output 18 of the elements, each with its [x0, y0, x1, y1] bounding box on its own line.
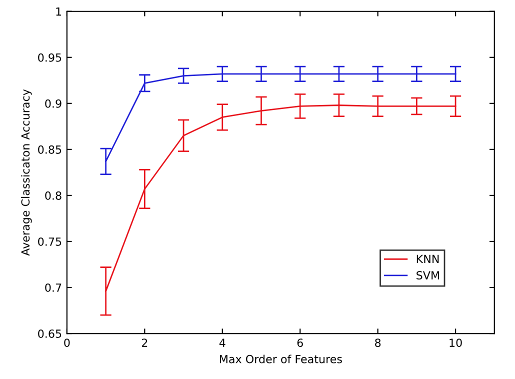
legend-label: KNN: [416, 254, 439, 264]
y-tick-label: 0.95: [38, 53, 62, 62]
x-tick-label: 2: [142, 338, 148, 347]
y-tick-label: 0.75: [38, 237, 62, 246]
y-axis-title: Average Classicaton Accuracy: [21, 89, 32, 256]
x-tick-label: 6: [297, 338, 303, 347]
x-tick-label: 8: [375, 338, 381, 347]
x-tick-label: 10: [450, 338, 462, 347]
x-axis-title: Max Order of Features: [220, 354, 342, 364]
x-tick-label: 4: [219, 338, 226, 347]
y-tick-label: 0.8: [45, 191, 62, 200]
y-tick-label: 0.7: [45, 283, 62, 292]
y-tick-label: 0.85: [38, 145, 62, 154]
legend-label: SVM: [416, 271, 439, 280]
y-tick-label: 1: [56, 7, 62, 16]
y-tick-label: 0.65: [38, 329, 62, 338]
x-tick-label: 0: [64, 338, 70, 347]
y-tick-label: 0.9: [45, 99, 62, 108]
